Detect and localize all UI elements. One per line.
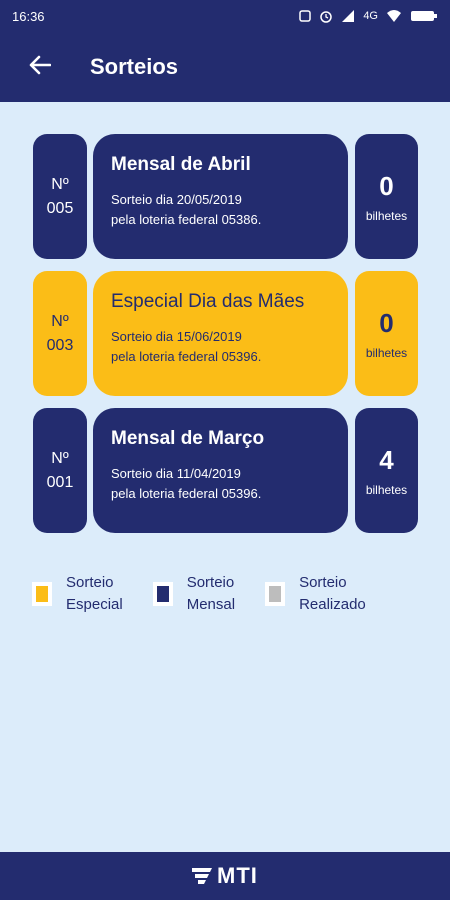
ticket-count-label: bilhetes xyxy=(365,482,408,497)
sorteio-number: 005 xyxy=(46,199,74,217)
sorteio-info-card[interactable]: Especial Dia das Mães Sorteio dia 15/06/… xyxy=(93,271,348,396)
legend-item-mensal: Sorteio Mensal xyxy=(152,572,236,616)
signal-icon xyxy=(341,9,355,23)
status-bar: 16:36 4G xyxy=(0,0,450,32)
arrow-left-icon xyxy=(29,55,52,80)
sorteio-number: 003 xyxy=(46,336,74,354)
back-button[interactable] xyxy=(12,39,68,95)
logo-text: MTI xyxy=(217,863,258,888)
sorteio-info-card[interactable]: Mensal de Março Sorteio dia 11/04/2019 p… xyxy=(93,408,348,533)
sorteio-loteria: pela loteria federal 05396. xyxy=(111,486,262,501)
logo-mark-icon xyxy=(192,868,213,884)
sorteio-date: Sorteio dia 20/05/2019 xyxy=(111,192,242,207)
battery-icon xyxy=(410,9,438,23)
legend-swatch xyxy=(32,582,52,606)
sorteio-title: Especial Dia das Mães xyxy=(111,291,305,312)
sorteio-title: Mensal de Março xyxy=(111,428,265,449)
sorteio-title: Mensal de Abril xyxy=(111,154,251,175)
network-label: 4G xyxy=(363,10,378,22)
number-label: Nº xyxy=(51,175,69,193)
sorteio-row[interactable]: Nº 005 Mensal de Abril Sorteio dia 20/05… xyxy=(33,134,418,259)
legend-label: Sorteio Especial xyxy=(66,574,123,613)
legend-item-realizado: Sorteio Realizado xyxy=(265,572,366,616)
sorteio-number-box: Nº 003 xyxy=(33,271,87,396)
wifi-icon xyxy=(386,9,402,23)
alarm-icon xyxy=(319,9,333,23)
legend-swatch xyxy=(152,582,173,606)
ticket-count-box[interactable]: 0 bilhetes xyxy=(355,271,418,396)
sorteio-info-card[interactable]: Mensal de Abril Sorteio dia 20/05/2019 p… xyxy=(93,134,348,259)
sorteio-list: Nº 005 Mensal de Abril Sorteio dia 20/05… xyxy=(33,134,418,545)
sorteio-date: Sorteio dia 11/04/2019 xyxy=(111,466,241,481)
app-bar: Sorteios xyxy=(0,32,450,102)
number-label: Nº xyxy=(51,449,69,467)
ticket-count: 0 xyxy=(379,307,394,338)
ticket-count-label: bilhetes xyxy=(365,345,408,360)
legend-item-especial: Sorteio Especial xyxy=(32,572,123,616)
footer: MTI xyxy=(0,852,450,900)
legend-label: Sorteio Realizado xyxy=(299,574,366,613)
legend-swatch xyxy=(265,582,286,606)
mti-logo: MTI xyxy=(192,863,258,889)
sorteio-loteria: pela loteria federal 05386. xyxy=(111,212,262,227)
sorteio-number-box: Nº 001 xyxy=(33,408,87,533)
sorteio-row[interactable]: Nº 003 Especial Dia das Mães Sorteio dia… xyxy=(33,271,418,396)
sorteio-loteria: pela loteria federal 05396. xyxy=(111,349,262,364)
legend-label: Sorteio Mensal xyxy=(186,574,236,613)
page-title: Sorteios xyxy=(90,54,179,79)
ticket-count-box[interactable]: 4 bilhetes xyxy=(355,408,418,533)
ticket-count-label: bilhetes xyxy=(365,208,408,223)
status-time: 16:36 xyxy=(12,8,45,24)
sorteio-number: 001 xyxy=(46,473,74,491)
ticket-count: 0 xyxy=(379,170,394,201)
sorteio-row[interactable]: Nº 001 Mensal de Março Sorteio dia 11/04… xyxy=(33,408,418,533)
sorteio-date: Sorteio dia 15/06/2019 xyxy=(111,329,242,344)
notification-icon xyxy=(299,10,312,22)
legend: Sorteio Especial Sorteio Mensal Sorteio … xyxy=(32,572,432,616)
number-label: Nº xyxy=(51,312,69,330)
sorteio-number-box: Nº 005 xyxy=(33,134,87,259)
ticket-count-box[interactable]: 0 bilhetes xyxy=(355,134,418,259)
ticket-count: 4 xyxy=(379,444,394,475)
